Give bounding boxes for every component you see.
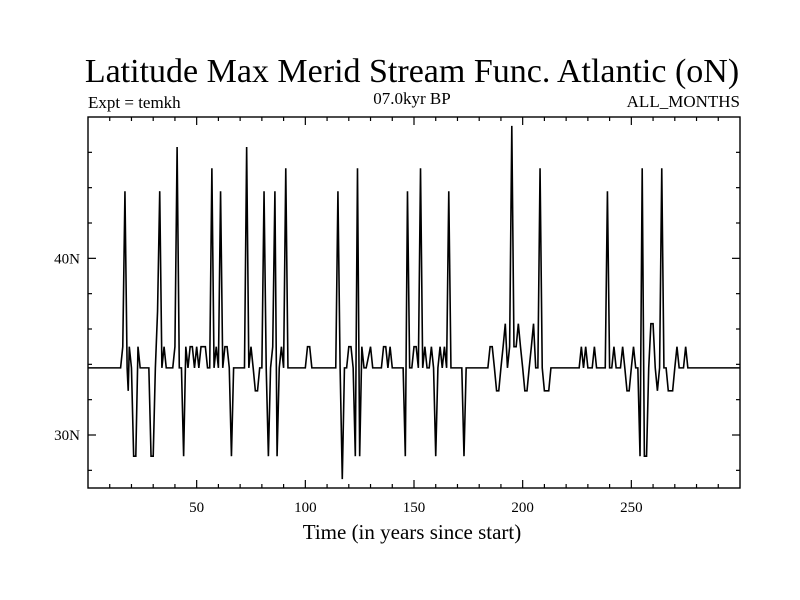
x-tick-label: 100 [294, 500, 317, 516]
y-tick-label: 30N [54, 428, 80, 444]
tick-labels: 50 100 150 200 250 30N 40N [54, 251, 642, 516]
plot-frame [87, 116, 741, 489]
series-line-max-latitude [88, 125, 740, 480]
experiment-label: Expt = temkh [88, 93, 181, 112]
chart-title: Latitude Max Merid Stream Func. Atlantic… [85, 53, 739, 90]
period-label: 07.0kyr BP [373, 89, 450, 108]
x-tick-label: 200 [511, 500, 534, 516]
x-axis-title: Time (in years since start) [303, 520, 522, 544]
x-tick-label: 150 [403, 500, 426, 516]
months-label: ALL_MONTHS [627, 92, 740, 111]
x-tick-label: 50 [189, 500, 204, 516]
y-tick-label: 40N [54, 251, 80, 267]
x-tick-label: 250 [620, 500, 643, 516]
